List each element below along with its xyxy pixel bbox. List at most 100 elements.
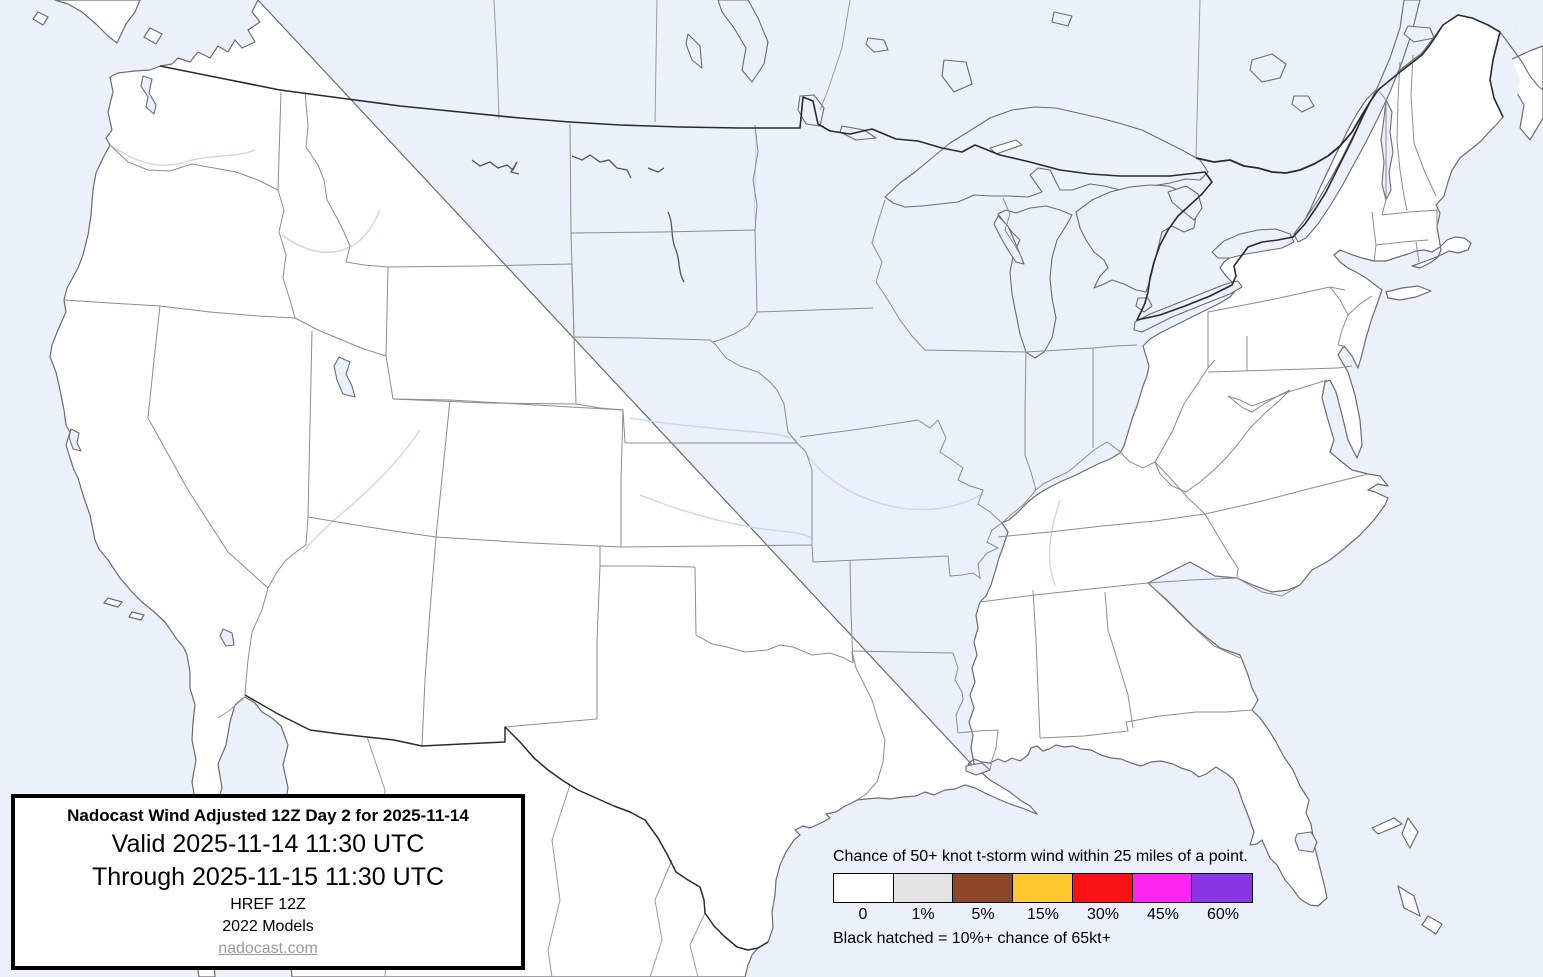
border-red-river	[695, 634, 854, 664]
border-ok-ar	[849, 559, 854, 664]
bay-of-fundy	[1492, 34, 1520, 104]
legend-label-1%: 1%	[911, 906, 935, 923]
snake-river	[281, 209, 381, 253]
border-ia-mo	[799, 419, 919, 438]
colorado-river-upper	[302, 429, 421, 553]
fort-peck-lake	[471, 159, 520, 175]
border-co-ks	[620, 409, 624, 547]
legend-swatch-30%	[1072, 874, 1133, 902]
bahamas-2	[1401, 817, 1419, 849]
border-wy-west	[385, 266, 389, 357]
legend-label-15%: 15%	[1026, 906, 1060, 923]
salton-sea	[219, 628, 235, 647]
border-ca-nv	[147, 305, 269, 589]
ottawa-river	[1195, 101, 1371, 174]
border-tn-north	[997, 513, 1206, 538]
channel-island-2	[128, 611, 145, 621]
quebec-reservoir-2	[1291, 95, 1315, 113]
lake-superior	[884, 106, 1209, 208]
border-nv-az-river	[267, 516, 309, 589]
border-sd-ne	[573, 336, 789, 433]
gulf-st-lawrence	[1508, 0, 1543, 52]
legend-label-60%: 60%	[1206, 906, 1240, 923]
border-nj-ny	[1347, 295, 1373, 316]
border-mo-ar	[812, 555, 974, 577]
border-nv-ut	[307, 330, 313, 518]
reservoirs-group	[471, 154, 685, 283]
bahamas-1	[1371, 817, 1403, 835]
border-ms-al	[1032, 589, 1041, 739]
border-co-south-37n	[435, 536, 622, 548]
border-nd-sd	[570, 229, 756, 234]
border-us-mexico	[244, 694, 769, 951]
border-ks-ok	[620, 544, 813, 548]
legend-swatch-1%	[893, 874, 954, 902]
border-mn-ia	[756, 307, 874, 313]
san-francisco-bay	[68, 428, 82, 452]
border-wy-mt	[387, 263, 573, 268]
border-mississippi-river	[917, 419, 1003, 580]
border-ny-ct-ma	[1371, 211, 1377, 263]
border-ut-az	[307, 516, 437, 538]
forecast-title: Nadocast Wind Adjusted 12Z Day 2 for 202…	[67, 806, 469, 825]
lake-st-jean	[1403, 25, 1435, 43]
border-us-canada	[159, 14, 1504, 321]
legend-swatch-15%	[1013, 874, 1073, 902]
bahamas-3	[1397, 885, 1421, 917]
legend-hatched-note: Black hatched = 10%+ chance of 65kt+	[833, 930, 1111, 947]
legend-title: Chance of 50+ knot t-storm wind within 2…	[833, 848, 1248, 865]
border-mn-wi	[871, 199, 926, 351]
channel-island-1	[103, 597, 123, 608]
border-pa-south	[1207, 367, 1339, 373]
border-tx-nm-103w	[596, 565, 601, 719]
border-md-de	[1337, 365, 1353, 369]
border-ma-south	[1375, 239, 1429, 246]
border-mn-west	[752, 124, 759, 313]
bc-island-1	[143, 27, 163, 45]
border-wy-south	[392, 398, 577, 405]
border-ct-ri	[1415, 241, 1420, 263]
state-borders-group	[63, 54, 1438, 801]
border-mo-ok-ext	[811, 544, 814, 563]
forecast-valid-time: Valid 2025-11-14 11:30 UTC	[111, 830, 425, 858]
border-mt-nd	[569, 123, 572, 234]
ne-border-group	[1499, 31, 1543, 91]
border-va-nc	[1204, 473, 1369, 515]
lake-okeechobee	[1294, 831, 1318, 853]
border-ohio-river	[1001, 359, 1216, 524]
forecast-model: HREF 12Z	[230, 896, 306, 913]
border-or-ca-nv-42n	[63, 299, 296, 319]
border-il-in	[1024, 351, 1037, 491]
border-ok-tx-panhandle-s	[600, 565, 696, 568]
lake-winnipeg	[717, 0, 769, 83]
canada-lake-1	[865, 37, 889, 53]
border-md-potomac	[1227, 379, 1328, 407]
border-nc-sc	[1236, 577, 1301, 597]
border-ut-id-wy	[385, 355, 394, 400]
border-al-ga	[1104, 591, 1134, 729]
devils-lake	[647, 167, 665, 173]
border-ga-sc	[1147, 582, 1241, 659]
forecast-info-box: Nadocast Wind Adjusted 12Z Day 2 for 202…	[11, 794, 525, 970]
border-on-qc-vertical	[1195, 0, 1201, 159]
platte-river	[629, 417, 799, 441]
border-sk-mb	[654, 0, 658, 123]
border-co-north	[449, 399, 624, 411]
legend-swatch-45%	[1132, 874, 1193, 902]
lake-manitoba	[685, 33, 703, 69]
legend-label-45%: 45%	[1146, 906, 1180, 923]
lake-sakakawea	[571, 154, 632, 179]
st-lawrence-river	[1293, 0, 1421, 243]
border-pa-north-42n	[1207, 286, 1331, 313]
nadocast-site-link[interactable]: nadocast.com	[218, 940, 318, 957]
forecast-models-year: 2022 Models	[222, 918, 314, 935]
green-bay	[993, 215, 1025, 265]
border-id-south-42n	[294, 317, 387, 357]
border-mx-baja-sonora	[217, 696, 246, 719]
tennessee-river	[1048, 499, 1061, 586]
border-mx-coahuila-nl	[649, 859, 673, 977]
lakes-group	[68, 0, 1543, 853]
lake-oahe	[667, 211, 685, 283]
border-wi-il	[924, 349, 1027, 353]
lake-ontario	[1211, 228, 1295, 259]
